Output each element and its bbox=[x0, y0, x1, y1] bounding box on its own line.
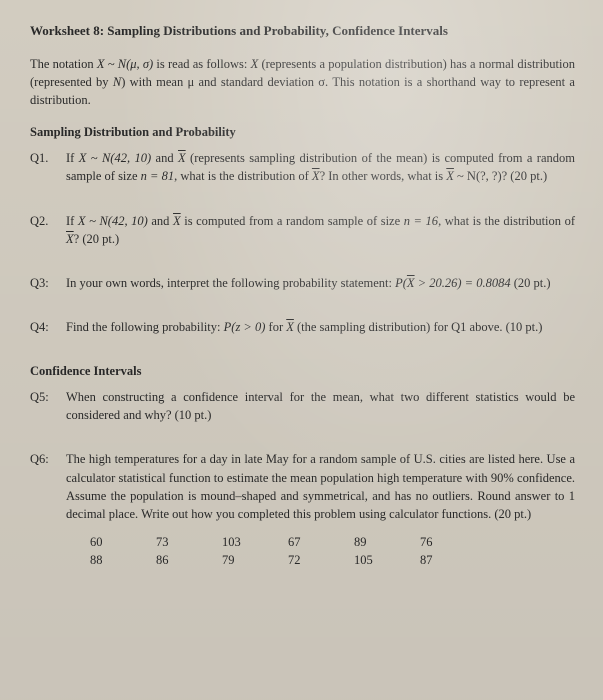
q2-text: , what is the distribution of bbox=[438, 214, 575, 228]
question-2: Q2. If X ~ N(42, 10) and X is computed f… bbox=[30, 212, 575, 248]
q6-data-table: 60 73 103 67 89 76 88 86 79 72 105 87 bbox=[90, 533, 575, 569]
q4-text: for bbox=[265, 320, 286, 334]
question-3: Q3: In your own words, interpret the fol… bbox=[30, 274, 575, 292]
xbar-symbol: X bbox=[446, 169, 454, 183]
xbar-symbol: X bbox=[173, 214, 181, 228]
q4-text: (the sampling distribution) for Q1 above… bbox=[294, 320, 543, 334]
q3-text: (20 pt.) bbox=[511, 276, 551, 290]
xbar-symbol: X bbox=[178, 151, 186, 165]
q3-body: In your own words, interpret the followi… bbox=[66, 274, 575, 292]
data-cell: 89 bbox=[354, 533, 420, 551]
question-5: Q5: When constructing a confidence inter… bbox=[30, 388, 575, 424]
data-cell: 72 bbox=[288, 551, 354, 569]
question-1: Q1. If X ~ N(42, 10) and X (represents s… bbox=[30, 149, 575, 185]
q1-dist: X ~ N(42, 10) bbox=[79, 151, 151, 165]
q1-body: If X ~ N(42, 10) and X (represents sampl… bbox=[66, 149, 575, 185]
data-cell: 79 bbox=[222, 551, 288, 569]
q4-text: Find the following probability: bbox=[66, 320, 224, 334]
xbar-symbol: X bbox=[286, 320, 294, 334]
q2-text: and bbox=[148, 214, 173, 228]
intro-notation: X ~ N(μ, σ) bbox=[97, 57, 153, 71]
q5-body: When constructing a confidence interval … bbox=[66, 388, 575, 424]
intro-text: The notation bbox=[30, 57, 97, 71]
q1-label: Q1. bbox=[30, 149, 66, 185]
q4-body: Find the following probability: P(z > 0)… bbox=[66, 318, 575, 336]
q2-text: ? (20 pt.) bbox=[74, 232, 119, 246]
data-cell: 60 bbox=[90, 533, 156, 551]
question-6: Q6: The high temperatures for a day in l… bbox=[30, 450, 575, 523]
data-cell: 105 bbox=[354, 551, 420, 569]
data-cell: 86 bbox=[156, 551, 222, 569]
section-heading-sampling: Sampling Distribution and Probability bbox=[30, 123, 575, 141]
section-heading-ci: Confidence Intervals bbox=[30, 362, 575, 380]
q2-text: is computed from a random sample of size bbox=[181, 214, 404, 228]
data-cell: 88 bbox=[90, 551, 156, 569]
data-cell: 67 bbox=[288, 533, 354, 551]
xbar-symbol: X bbox=[66, 232, 74, 246]
table-row: 88 86 79 72 105 87 bbox=[90, 551, 575, 569]
q2-dist: X ~ N(42, 10) bbox=[78, 214, 148, 228]
intro-paragraph: The notation X ~ N(μ, σ) is read as foll… bbox=[30, 55, 575, 109]
q6-label: Q6: bbox=[30, 450, 66, 523]
data-cell: 76 bbox=[420, 533, 486, 551]
q2-text: If bbox=[66, 214, 78, 228]
q4-label: Q4: bbox=[30, 318, 66, 336]
q2-label: Q2. bbox=[30, 212, 66, 248]
q6-body: The high temperatures for a day in late … bbox=[66, 450, 575, 523]
q3-prob: P(X > 20.26) = 0.8084 bbox=[395, 276, 511, 290]
q1-text: If bbox=[66, 151, 79, 165]
data-cell: 87 bbox=[420, 551, 486, 569]
q1-text: ? In other words, what is bbox=[320, 169, 447, 183]
intro-n: N bbox=[113, 75, 121, 89]
worksheet-title: Worksheet 8: Sampling Distributions and … bbox=[30, 22, 575, 41]
q1-n: n = 81 bbox=[141, 169, 174, 183]
q1-text: , what is the distribution of bbox=[174, 169, 312, 183]
q4-prob: P(z > 0) bbox=[224, 320, 266, 334]
q1-text: ~ N(?, ?)? (20 pt.) bbox=[454, 169, 547, 183]
q3-text: In your own words, interpret the followi… bbox=[66, 276, 395, 290]
xbar-symbol: X bbox=[312, 169, 320, 183]
q3-label: Q3: bbox=[30, 274, 66, 292]
q2-body: If X ~ N(42, 10) and X is computed from … bbox=[66, 212, 575, 248]
q2-n: n = 16 bbox=[404, 214, 438, 228]
table-row: 60 73 103 67 89 76 bbox=[90, 533, 575, 551]
q1-text: and bbox=[151, 151, 178, 165]
question-4: Q4: Find the following probability: P(z … bbox=[30, 318, 575, 336]
q5-label: Q5: bbox=[30, 388, 66, 424]
data-cell: 103 bbox=[222, 533, 288, 551]
intro-text: is read as follows: bbox=[153, 57, 250, 71]
data-cell: 73 bbox=[156, 533, 222, 551]
